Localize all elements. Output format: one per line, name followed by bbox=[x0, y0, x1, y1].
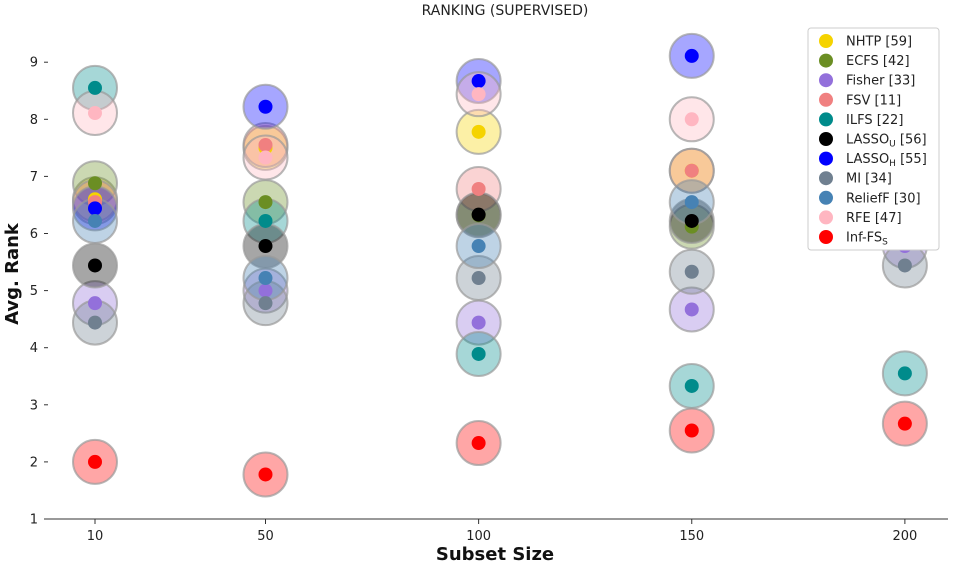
y-axis: 1 2 3 4 5 6 7 8 9 bbox=[30, 56, 48, 528]
data-point bbox=[258, 195, 273, 210]
data-point bbox=[684, 213, 699, 228]
data-point bbox=[88, 201, 102, 216]
data-point bbox=[258, 137, 273, 152]
data-point bbox=[258, 296, 273, 311]
legend-marker bbox=[819, 171, 833, 186]
legend-label: ReliefF [30] bbox=[846, 191, 921, 206]
data-point bbox=[684, 163, 699, 178]
x-axis: 10 50 100 150 200 bbox=[87, 519, 917, 544]
legend-marker bbox=[819, 230, 833, 244]
legend-marker bbox=[819, 53, 833, 68]
x-axis-title: Subset Size bbox=[436, 544, 554, 565]
legend-marker bbox=[819, 210, 833, 225]
legend-marker bbox=[819, 151, 833, 166]
legend-marker bbox=[819, 112, 833, 127]
data-point bbox=[471, 181, 486, 196]
y-tick-label: 3 bbox=[30, 398, 38, 413]
legend-label: LASSOH [55] bbox=[846, 152, 927, 169]
legend-marker bbox=[819, 73, 833, 88]
data-point bbox=[258, 467, 273, 482]
data-point bbox=[88, 296, 102, 311]
x-tick-label: 10 bbox=[87, 529, 104, 544]
legend-label: FSV [11] bbox=[846, 93, 901, 108]
data-point bbox=[88, 213, 102, 228]
data-point bbox=[897, 366, 912, 381]
x-tick-label: 200 bbox=[892, 529, 917, 544]
x-tick-label: 150 bbox=[679, 529, 704, 544]
data-point bbox=[684, 48, 699, 63]
data-point bbox=[471, 346, 486, 361]
data-point bbox=[684, 112, 699, 127]
legend-label: ILFS [22] bbox=[846, 113, 903, 128]
data-point bbox=[471, 271, 486, 286]
data-point bbox=[471, 87, 486, 102]
data-point bbox=[684, 378, 699, 393]
data-point bbox=[471, 207, 486, 222]
data-point bbox=[258, 213, 273, 228]
legend: NHTP [59] ECFS [42] Fisher [33] FSV [11] ILF… bbox=[807, 27, 940, 251]
data-point bbox=[684, 264, 699, 279]
legend-marker bbox=[819, 92, 833, 107]
legend-marker bbox=[819, 190, 833, 205]
data-point bbox=[258, 271, 273, 286]
data-point bbox=[258, 99, 273, 114]
data-point bbox=[471, 315, 486, 330]
data-point bbox=[471, 239, 486, 254]
data-point bbox=[471, 124, 486, 139]
y-tick-label: 1 bbox=[30, 513, 38, 528]
data-point bbox=[88, 176, 102, 191]
legend-label: Fisher [33] bbox=[846, 74, 915, 89]
chart-title: RANKING (SUPERVISED) bbox=[422, 3, 589, 19]
legend-label: MI [34] bbox=[846, 172, 892, 187]
legend-label: ECFS [42] bbox=[846, 54, 910, 69]
data-point bbox=[258, 150, 273, 165]
data-points bbox=[72, 32, 928, 498]
legend-marker bbox=[819, 132, 833, 146]
data-point bbox=[88, 315, 102, 330]
data-point bbox=[897, 416, 912, 431]
y-tick-label: 8 bbox=[30, 113, 38, 128]
x-tick-label: 100 bbox=[466, 529, 491, 544]
data-point bbox=[897, 258, 912, 273]
data-point bbox=[88, 80, 102, 95]
legend-box bbox=[807, 27, 940, 251]
y-tick-label: 4 bbox=[30, 341, 38, 356]
data-point bbox=[88, 454, 102, 469]
data-point bbox=[684, 423, 699, 438]
data-point bbox=[88, 258, 102, 273]
data-point bbox=[471, 74, 486, 89]
data-point bbox=[88, 106, 102, 121]
y-tick-label: 6 bbox=[30, 227, 38, 242]
data-point bbox=[258, 239, 273, 254]
y-tick-label: 2 bbox=[30, 455, 38, 470]
legend-marker bbox=[819, 34, 833, 48]
legend-label: LASSOU [56] bbox=[846, 133, 927, 150]
data-point bbox=[471, 436, 486, 451]
y-tick-label: 9 bbox=[30, 56, 38, 71]
y-tick-label: 5 bbox=[30, 284, 38, 299]
y-axis-title: Avg. Rank bbox=[2, 222, 23, 325]
data-point bbox=[258, 283, 273, 298]
legend-label: NHTP [59] bbox=[846, 35, 912, 50]
legend-label: RFE [47] bbox=[846, 211, 902, 226]
x-tick-label: 50 bbox=[257, 529, 274, 544]
y-tick-label: 7 bbox=[30, 170, 38, 185]
data-point bbox=[684, 195, 699, 210]
legend-label: Inf-FSS bbox=[846, 231, 888, 248]
data-point bbox=[684, 302, 699, 317]
